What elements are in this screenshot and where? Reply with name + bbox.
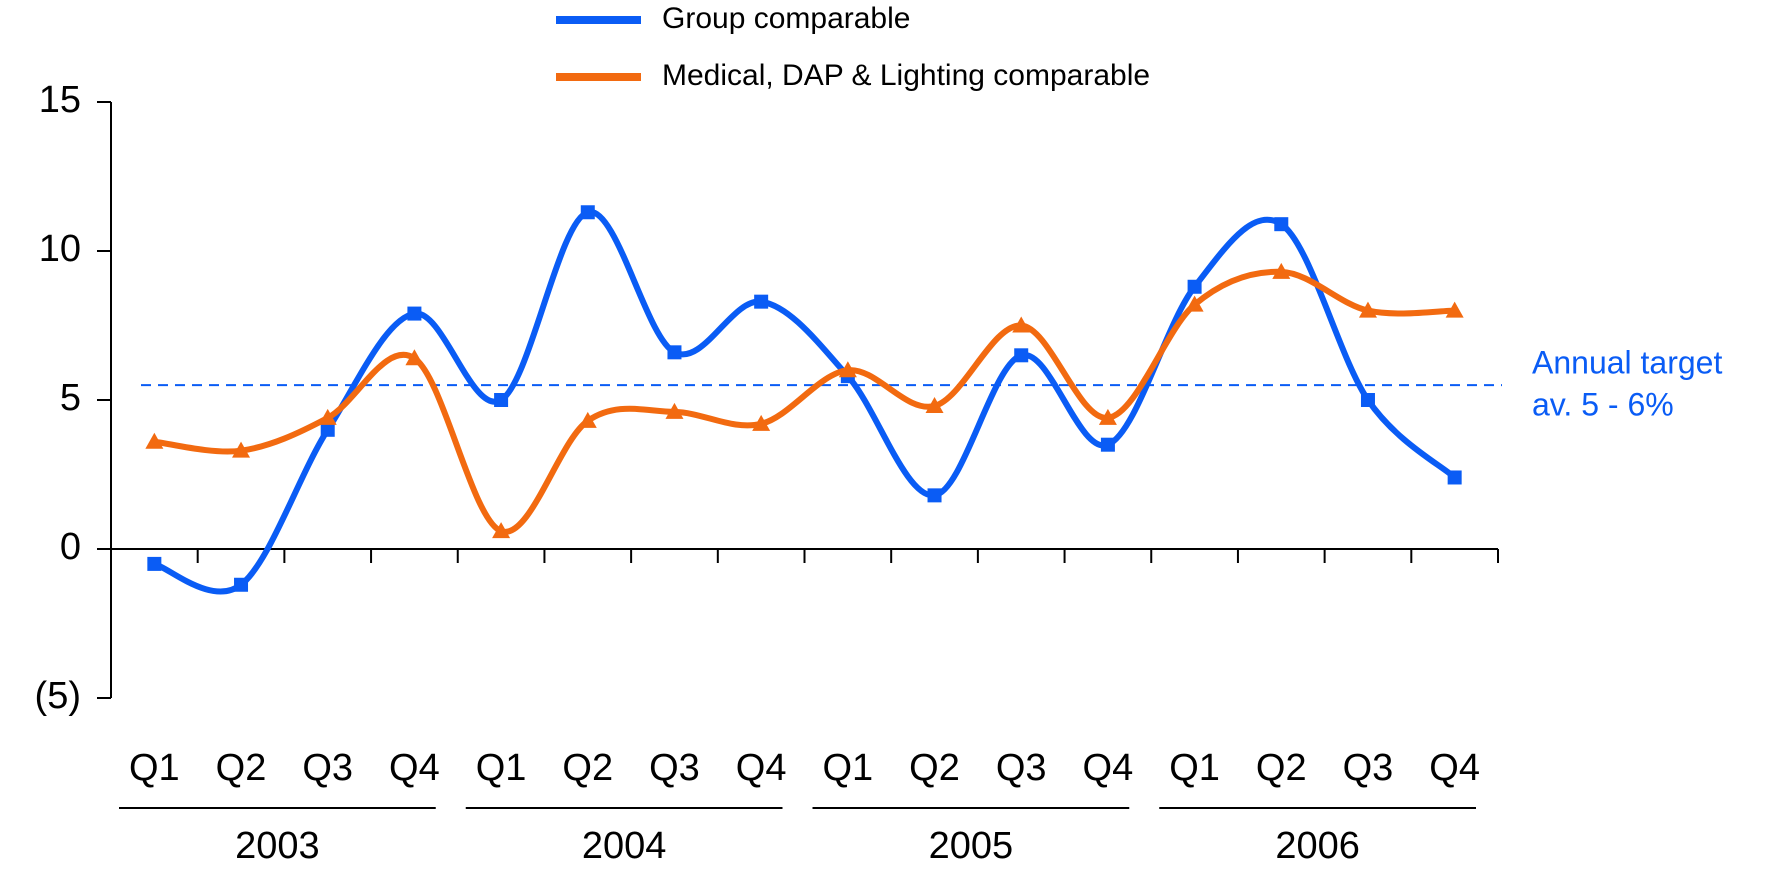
marker [754,294,769,309]
series-line [153,209,1457,595]
year-label: 2003 [235,825,320,867]
y-tick-label: (5) [35,675,81,717]
x-tick-label: Q2 [562,747,613,789]
target-label: av. 5 - 6% [1532,387,1674,423]
marker [752,414,771,431]
marker [147,556,162,571]
marker [1272,262,1291,279]
marker [838,361,857,378]
marker [320,422,335,437]
year-label: 2005 [929,825,1014,867]
marker [925,396,944,413]
marker [1098,408,1117,425]
marker [145,432,164,449]
x-tick-label: Q3 [996,747,1047,789]
marker [1187,279,1202,294]
marker [1185,295,1204,312]
x-tick-label: Q3 [1343,747,1394,789]
series-line [153,268,1455,535]
year-label: 2006 [1275,825,1360,867]
x-tick-label: Q1 [822,747,873,789]
marker [580,205,595,220]
marker [1360,393,1375,407]
legend-label: Group comparable [662,2,910,35]
marker [318,408,337,425]
legend-label: Medical, DAP & Lighting comparable [662,59,1150,92]
marker [1012,316,1031,333]
marker [234,577,249,592]
marker [1274,217,1289,232]
x-tick-label: Q4 [1083,747,1134,789]
marker [1014,348,1029,363]
marker [1358,301,1377,318]
y-tick-label: 0 [60,526,81,568]
marker [578,411,597,428]
marker [1445,301,1464,318]
marker [1100,437,1115,452]
target-label: Annual target [1532,345,1722,381]
x-tick-label: Q2 [909,747,960,789]
x-tick-label: Q3 [302,747,353,789]
year-label: 2004 [582,825,667,867]
x-tick-label: Q1 [129,747,180,789]
x-tick-label: Q1 [476,747,527,789]
x-tick-label: Q1 [1169,747,1220,789]
x-tick-label: Q4 [389,747,440,789]
marker [665,402,684,419]
y-tick-label: 15 [39,79,81,121]
x-tick-label: Q4 [736,747,787,789]
x-tick-label: Q2 [1256,747,1307,789]
x-tick-label: Q3 [649,747,700,789]
marker [492,522,511,539]
marker [494,393,509,407]
marker [405,349,424,366]
marker [927,488,942,503]
marker [1447,470,1462,485]
marker [407,306,422,321]
y-tick-label: 5 [60,377,81,419]
x-tick-label: Q2 [216,747,267,789]
y-tick-label: 10 [39,228,81,270]
marker [232,441,251,458]
x-tick-label: Q4 [1429,747,1480,789]
marker [667,345,682,360]
